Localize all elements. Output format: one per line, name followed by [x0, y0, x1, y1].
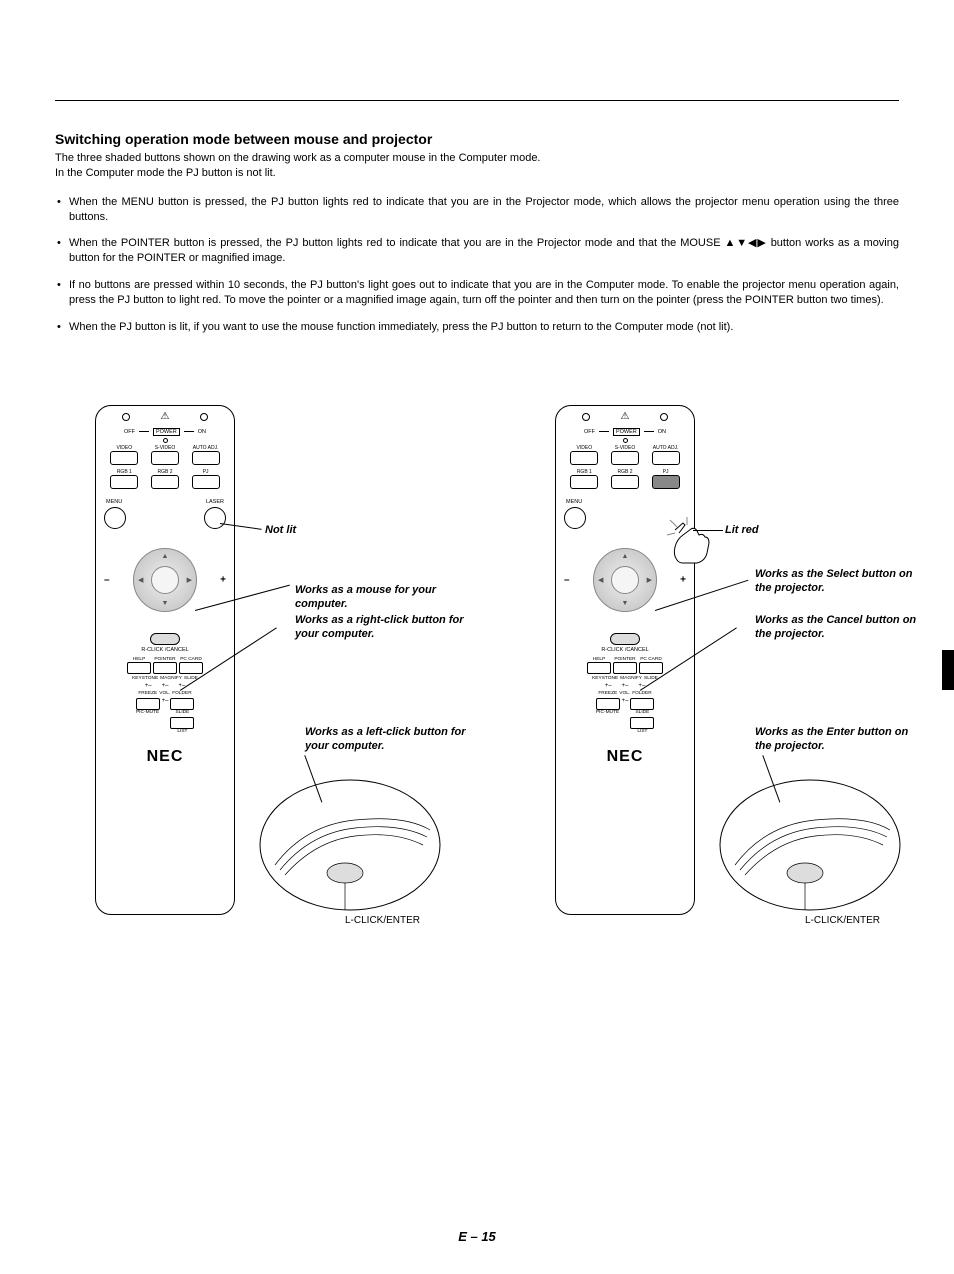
- remote-left: ⚠ OFFPOWERON VIDEOS-VIDEOAUTO ADJ. RGB 1…: [95, 405, 235, 915]
- bullet-1: When the MENU button is pressed, the PJ …: [69, 195, 899, 225]
- bullet-list: When the MENU button is pressed, the PJ …: [55, 195, 899, 335]
- callout-lclick: Works as a left-click button for your co…: [305, 725, 485, 754]
- figure-right: ⚠ OFFPOWERON VIDEOS-VIDEOAUTO ADJ. RGB 1…: [515, 405, 935, 965]
- heading: Switching operation mode between mouse a…: [55, 131, 899, 147]
- nec-logo: NEC: [556, 748, 694, 766]
- nec-logo: NEC: [96, 748, 234, 766]
- callout-lit-red: Lit red: [725, 523, 759, 537]
- intro-line2: In the Computer mode the PJ button is no…: [55, 167, 276, 179]
- callout-mouse: Works as a mouse for your computer.: [295, 583, 475, 612]
- underside-view-left: [255, 775, 445, 915]
- intro-line1: The three shaded buttons shown on the dr…: [55, 152, 541, 164]
- lclick-label-right: L-CLICK/ENTER: [805, 915, 880, 926]
- callout-cancel: Works as the Cancel button on the projec…: [755, 613, 925, 642]
- intro: The three shaded buttons shown on the dr…: [55, 151, 899, 181]
- lclick-label-left: L-CLICK/ENTER: [345, 915, 420, 926]
- figure-left: ⚠ OFFPOWERON VIDEOS-VIDEOAUTO ADJ. RGB 1…: [55, 405, 475, 965]
- callout-enter: Works as the Enter button on the project…: [755, 725, 925, 754]
- hand-icon: [665, 515, 715, 565]
- callout-rclick: Works as a right-click button for your c…: [295, 613, 475, 642]
- callout-select: Works as the Select button on the projec…: [755, 567, 925, 596]
- bullet-4: When the PJ button is lit, if you want t…: [69, 320, 899, 335]
- page-number: E – 15: [458, 1229, 496, 1244]
- figures: ⚠ OFFPOWERON VIDEOS-VIDEOAUTO ADJ. RGB 1…: [55, 405, 899, 965]
- bullet-2: When the POINTER button is pressed, the …: [69, 236, 899, 266]
- underside-view-right: [715, 775, 905, 915]
- top-rule: [55, 100, 899, 101]
- callout-not-lit: Not lit: [265, 523, 296, 537]
- page: Switching operation mode between mouse a…: [0, 0, 954, 1274]
- bullet-3: If no buttons are pressed within 10 seco…: [69, 278, 899, 308]
- remote-right: ⚠ OFFPOWERON VIDEOS-VIDEOAUTO ADJ. RGB 1…: [555, 405, 695, 915]
